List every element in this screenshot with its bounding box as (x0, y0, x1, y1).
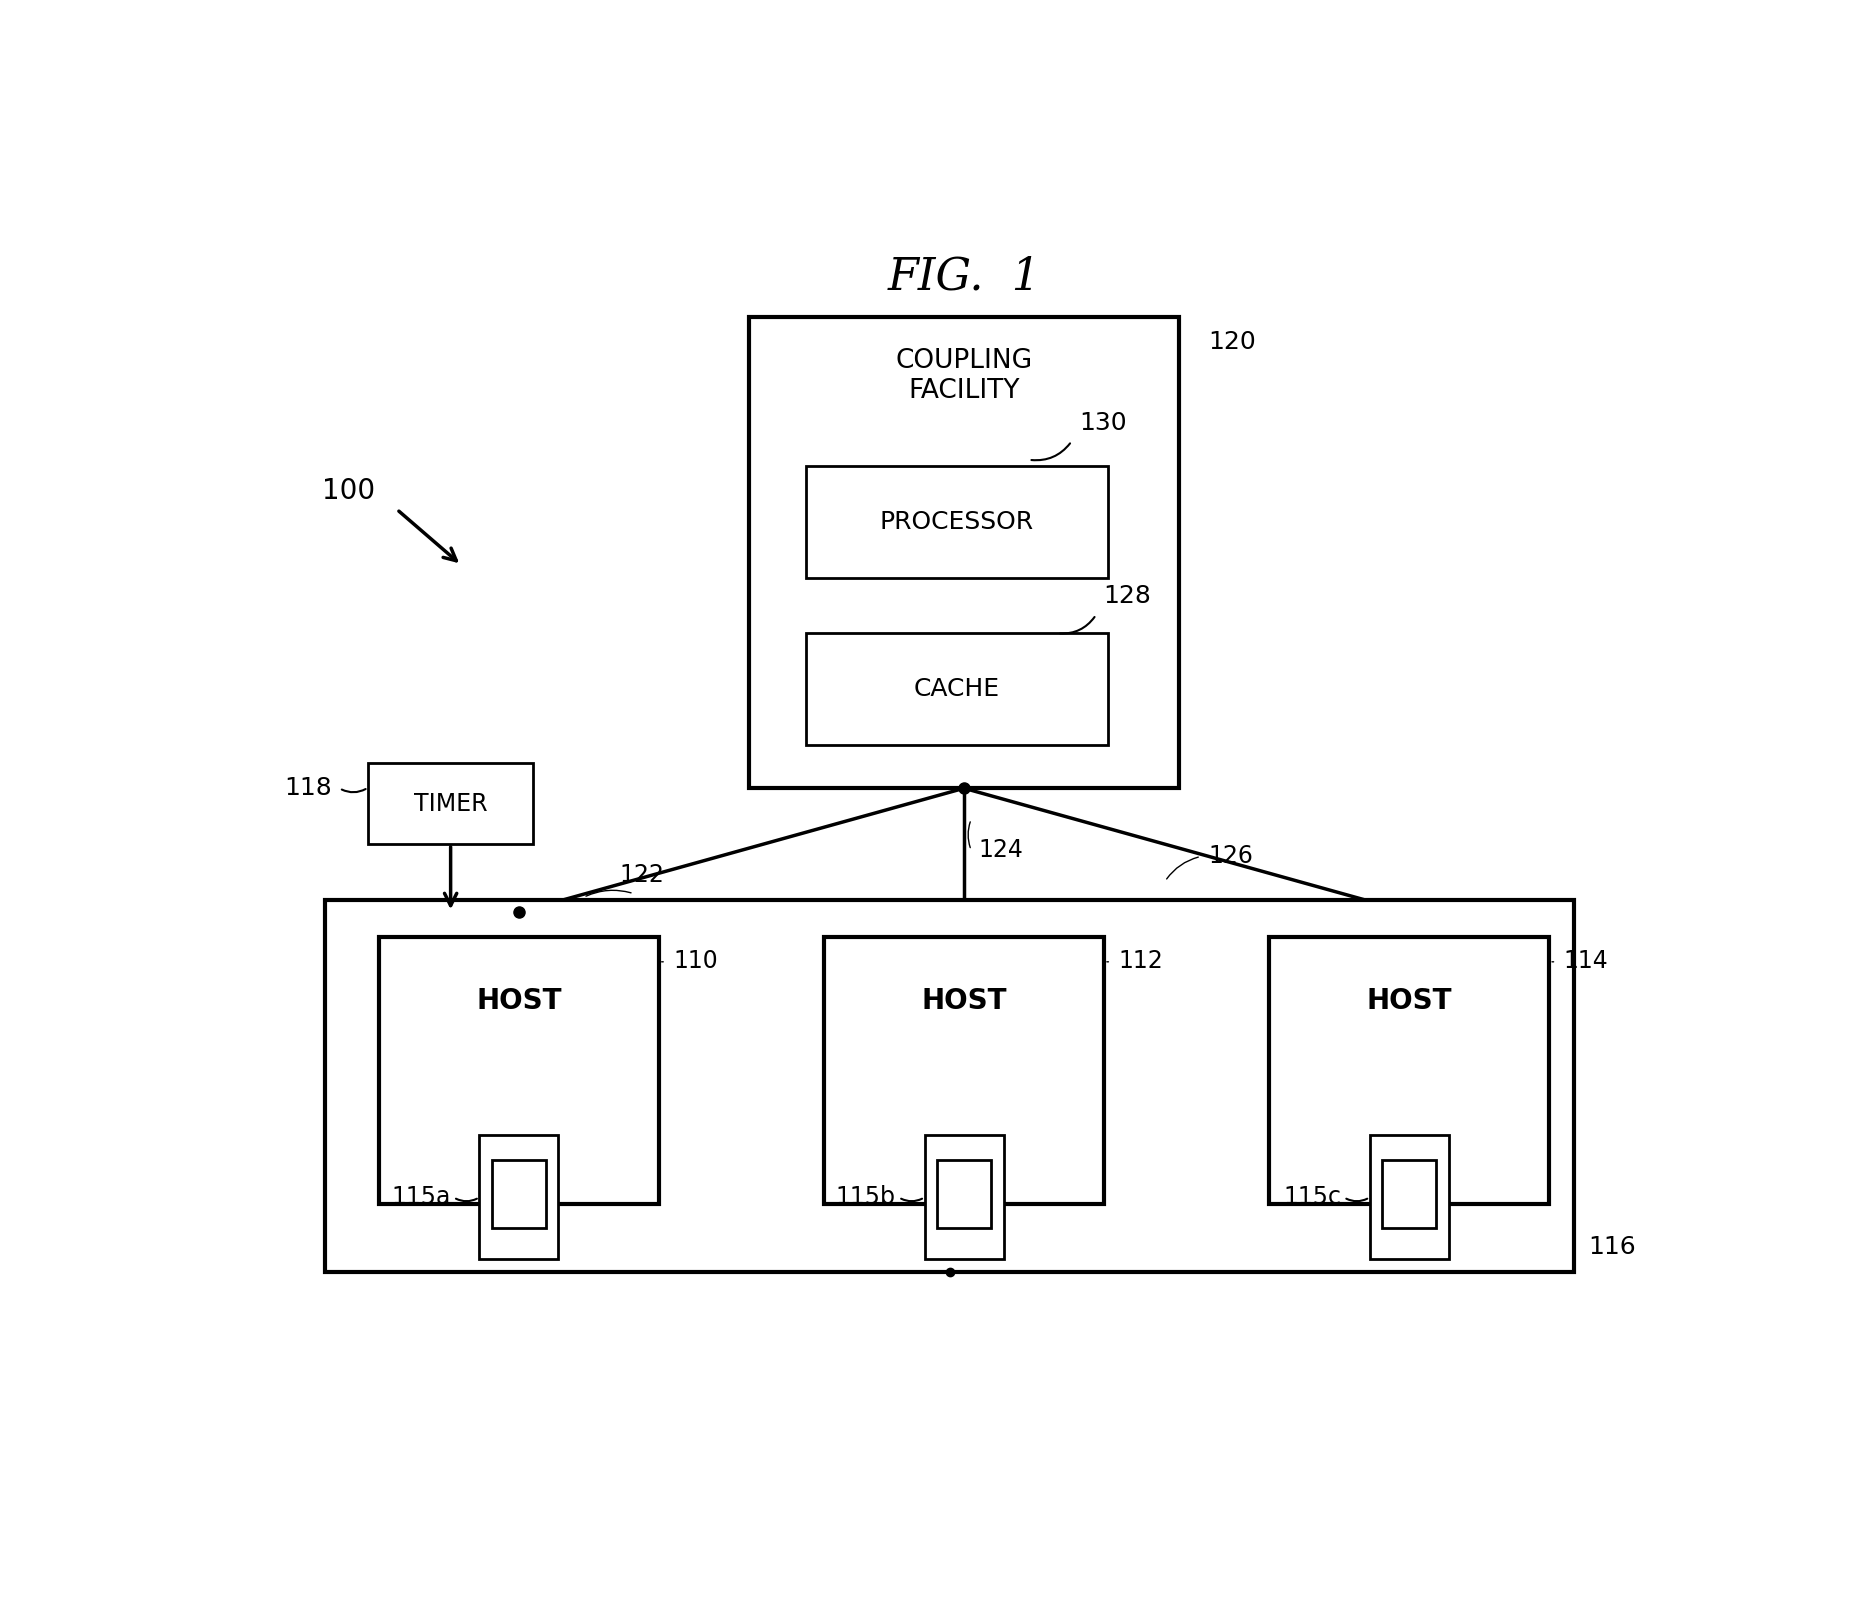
Text: 130: 130 (1078, 411, 1127, 435)
Text: 128: 128 (1103, 584, 1151, 609)
Bar (369, 763, 534, 844)
Text: 124: 124 (978, 839, 1023, 863)
Bar (825, 937, 1104, 1204)
Bar (938, 1161, 991, 1228)
Text: HOST: HOST (476, 987, 561, 1014)
Text: 115c: 115c (1282, 1185, 1342, 1209)
Bar (806, 465, 1108, 578)
Text: 115b: 115b (836, 1185, 895, 1209)
Text: 114: 114 (1564, 950, 1608, 974)
Text: TIMER: TIMER (413, 792, 487, 816)
Bar (806, 633, 1108, 745)
Bar (749, 317, 1179, 789)
Text: 118: 118 (284, 776, 332, 800)
Text: 110: 110 (673, 950, 717, 974)
Text: FIG.  1: FIG. 1 (888, 256, 1041, 298)
Bar (491, 1161, 547, 1228)
Bar (1369, 1135, 1449, 1259)
Text: 120: 120 (1208, 330, 1256, 354)
Bar (324, 900, 1575, 1272)
Bar (480, 1135, 558, 1259)
Bar (378, 937, 660, 1204)
Bar (925, 1135, 1004, 1259)
Text: CACHE: CACHE (914, 678, 1001, 700)
Text: HOST: HOST (921, 987, 1006, 1014)
Text: 126: 126 (1208, 844, 1253, 868)
Text: COUPLING
FACILITY: COUPLING FACILITY (895, 348, 1032, 404)
Text: HOST: HOST (1366, 987, 1453, 1014)
Text: PROCESSOR: PROCESSOR (880, 510, 1034, 535)
Bar (1269, 937, 1549, 1204)
Text: 116: 116 (1588, 1235, 1636, 1259)
Text: 100: 100 (322, 477, 374, 504)
Text: 115a: 115a (391, 1185, 450, 1209)
Text: 112: 112 (1119, 950, 1164, 974)
Bar (1382, 1161, 1436, 1228)
Text: 122: 122 (619, 863, 663, 887)
